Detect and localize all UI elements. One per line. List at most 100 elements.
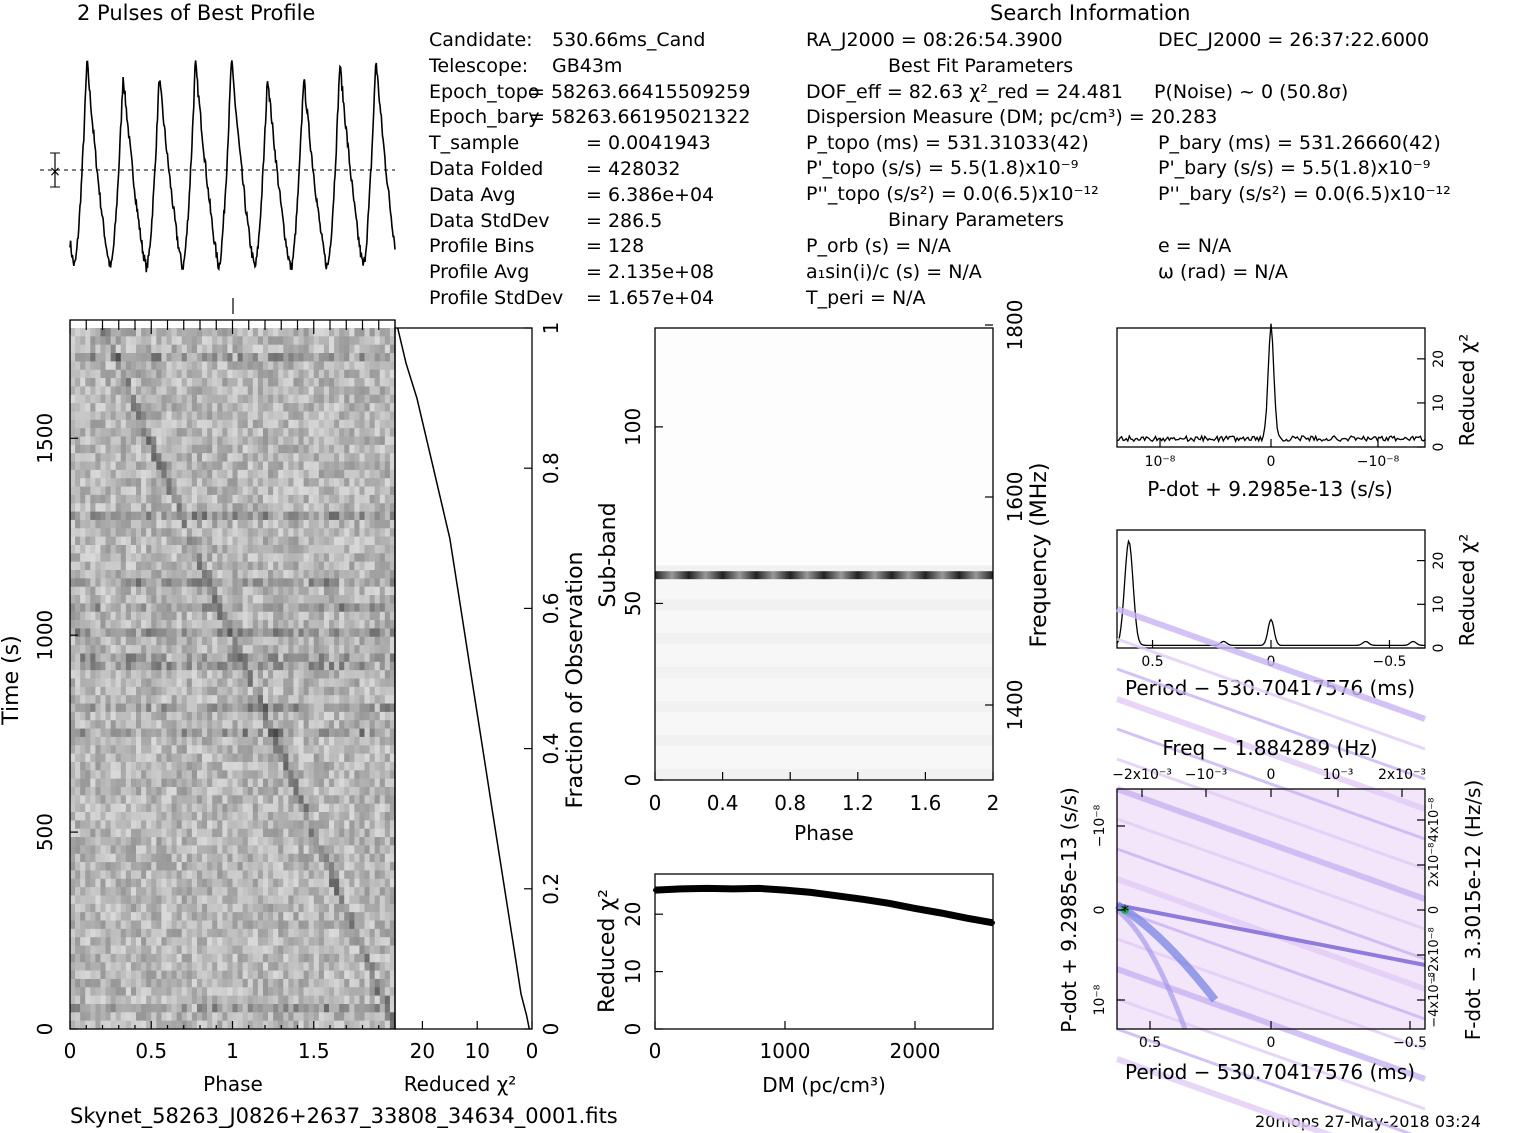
heatmap-cell <box>207 878 213 888</box>
heatmap-cell <box>339 336 345 345</box>
heatmap-cell <box>115 670 122 679</box>
heatmap-cell <box>171 461 177 471</box>
heatmap-cell <box>181 728 188 738</box>
heatmap-cell <box>191 828 198 838</box>
heatmap-cell <box>257 870 264 880</box>
heatmap-cell <box>186 853 193 863</box>
heatmap-cell <box>262 711 269 721</box>
heatmap-cell <box>328 645 335 654</box>
heatmap-cell <box>181 570 188 579</box>
heatmap-cell <box>212 519 218 529</box>
heatmap-cell <box>278 428 284 437</box>
heatmap-cell <box>156 611 162 621</box>
heatmap-cell <box>222 795 228 804</box>
heatmap-cell <box>75 328 81 337</box>
heatmap-cell <box>202 419 208 429</box>
heatmap-cell <box>196 903 203 913</box>
heatmap-cell <box>298 670 304 679</box>
heatmap-cell <box>136 887 142 896</box>
heatmap-cell <box>232 628 238 638</box>
heatmap-cell <box>212 503 218 512</box>
heatmap-cell <box>130 578 137 588</box>
heatmap-cell <box>262 369 269 379</box>
heatmap-cell <box>303 394 309 404</box>
heatmap-cell <box>191 570 198 579</box>
heatmap-cell <box>323 336 330 345</box>
heatmap-cell <box>156 336 162 345</box>
heatmap-cell <box>156 478 162 487</box>
heatmap-cell <box>349 361 355 371</box>
heatmap-cell <box>389 770 396 779</box>
heatmap-cell <box>308 686 315 696</box>
heatmap-cell <box>344 361 350 371</box>
heatmap-cell <box>257 394 264 404</box>
heatmap-cell <box>90 603 96 613</box>
heatmap-cell <box>313 837 320 846</box>
heatmap-cell <box>242 761 249 771</box>
heatmap-cell <box>105 544 111 554</box>
heatmap-cell <box>217 478 223 487</box>
heatmap-cell <box>237 544 243 554</box>
heatmap-cell <box>257 661 264 671</box>
heatmap-cell <box>389 586 396 596</box>
heatmap-cell <box>252 720 259 729</box>
heatmap-cell <box>278 661 284 671</box>
heatmap-cell <box>364 862 370 871</box>
heatmap-cell <box>344 428 350 437</box>
heatmap-cell <box>384 578 391 588</box>
heatmap-cell <box>278 511 284 521</box>
heatmap-cell <box>120 386 127 396</box>
heatmap-cell <box>217 336 223 345</box>
heatmap-cell <box>298 553 304 562</box>
heatmap-cell <box>100 378 106 387</box>
heatmap-cell <box>384 820 391 830</box>
heatmap-cell <box>161 386 167 396</box>
heatmap-cell <box>217 837 223 846</box>
heatmap-cell <box>125 786 132 796</box>
heatmap-cell <box>100 436 106 446</box>
heatmap-cell <box>191 611 198 621</box>
heatmap-cell <box>227 937 233 946</box>
heatmap-cell <box>217 695 223 704</box>
heatmap-cell <box>105 620 111 629</box>
heatmap-cell <box>303 369 309 379</box>
heatmap-cell <box>374 519 381 529</box>
heatmap-cell <box>176 394 183 404</box>
heatmap-cell <box>262 720 269 729</box>
heatmap-cell <box>85 419 91 429</box>
heatmap-cell <box>257 461 264 471</box>
heatmap-cell <box>303 620 309 629</box>
heatmap-cell <box>191 386 198 396</box>
heatmap-cell <box>318 745 325 754</box>
heatmap-cell <box>151 753 157 763</box>
heatmap-cell <box>339 544 345 554</box>
heatmap-cell <box>389 461 396 471</box>
heatmap-cell <box>334 953 340 963</box>
heatmap-cell <box>293 862 299 871</box>
heatmap-cell <box>181 494 188 504</box>
heatmap-cell <box>364 444 370 454</box>
heatmap-cell <box>161 795 167 804</box>
heatmap-cell <box>293 620 299 629</box>
heatmap-cell <box>202 453 208 462</box>
heatmap-cell <box>222 686 228 696</box>
heatmap-cell <box>384 503 391 512</box>
heatmap-cell <box>125 912 132 921</box>
heatmap-cell <box>146 353 152 362</box>
heatmap-cell <box>232 711 238 721</box>
heatmap-cell <box>130 912 137 921</box>
heatmap-cell <box>141 361 147 371</box>
heatmap-cell <box>207 720 213 729</box>
heatmap-cell <box>252 745 259 754</box>
heatmap-cell <box>242 887 249 896</box>
heatmap-cell <box>70 686 76 696</box>
dof-text: DOF_eff = 82.63 χ²_red = 24.481 <box>806 81 1123 103</box>
heatmap-cell <box>120 745 127 754</box>
heatmap-cell <box>303 494 309 504</box>
heatmap-cell <box>191 528 198 537</box>
heatmap-cell <box>196 736 203 746</box>
heatmap-cell <box>283 862 289 871</box>
heatmap-cell <box>70 812 76 821</box>
heatmap-cell <box>298 486 304 496</box>
heatmap-cell <box>100 578 106 588</box>
